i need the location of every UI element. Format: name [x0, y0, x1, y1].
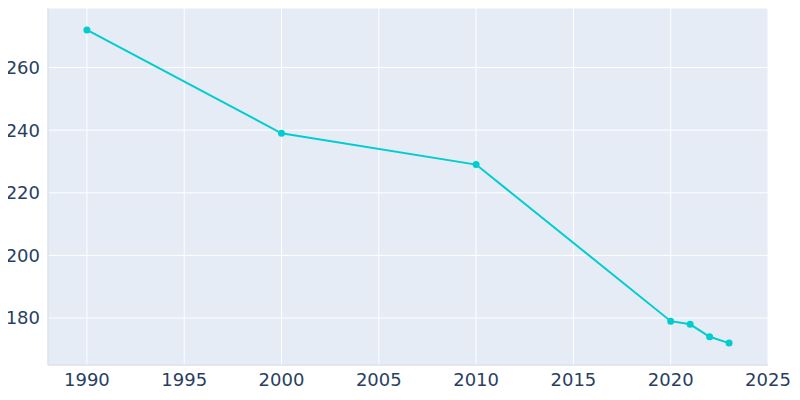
- svg-text:220: 220: [8, 182, 40, 203]
- svg-text:2000: 2000: [259, 369, 305, 390]
- svg-text:240: 240: [8, 120, 40, 141]
- svg-text:1990: 1990: [64, 369, 110, 390]
- svg-text:260: 260: [8, 57, 40, 78]
- svg-text:1995: 1995: [161, 369, 207, 390]
- svg-text:2010: 2010: [453, 369, 499, 390]
- svg-text:2005: 2005: [356, 369, 402, 390]
- svg-text:2015: 2015: [550, 369, 596, 390]
- svg-text:2020: 2020: [648, 369, 694, 390]
- svg-text:2025: 2025: [745, 369, 791, 390]
- svg-text:200: 200: [8, 245, 40, 266]
- svg-text:180: 180: [8, 307, 40, 328]
